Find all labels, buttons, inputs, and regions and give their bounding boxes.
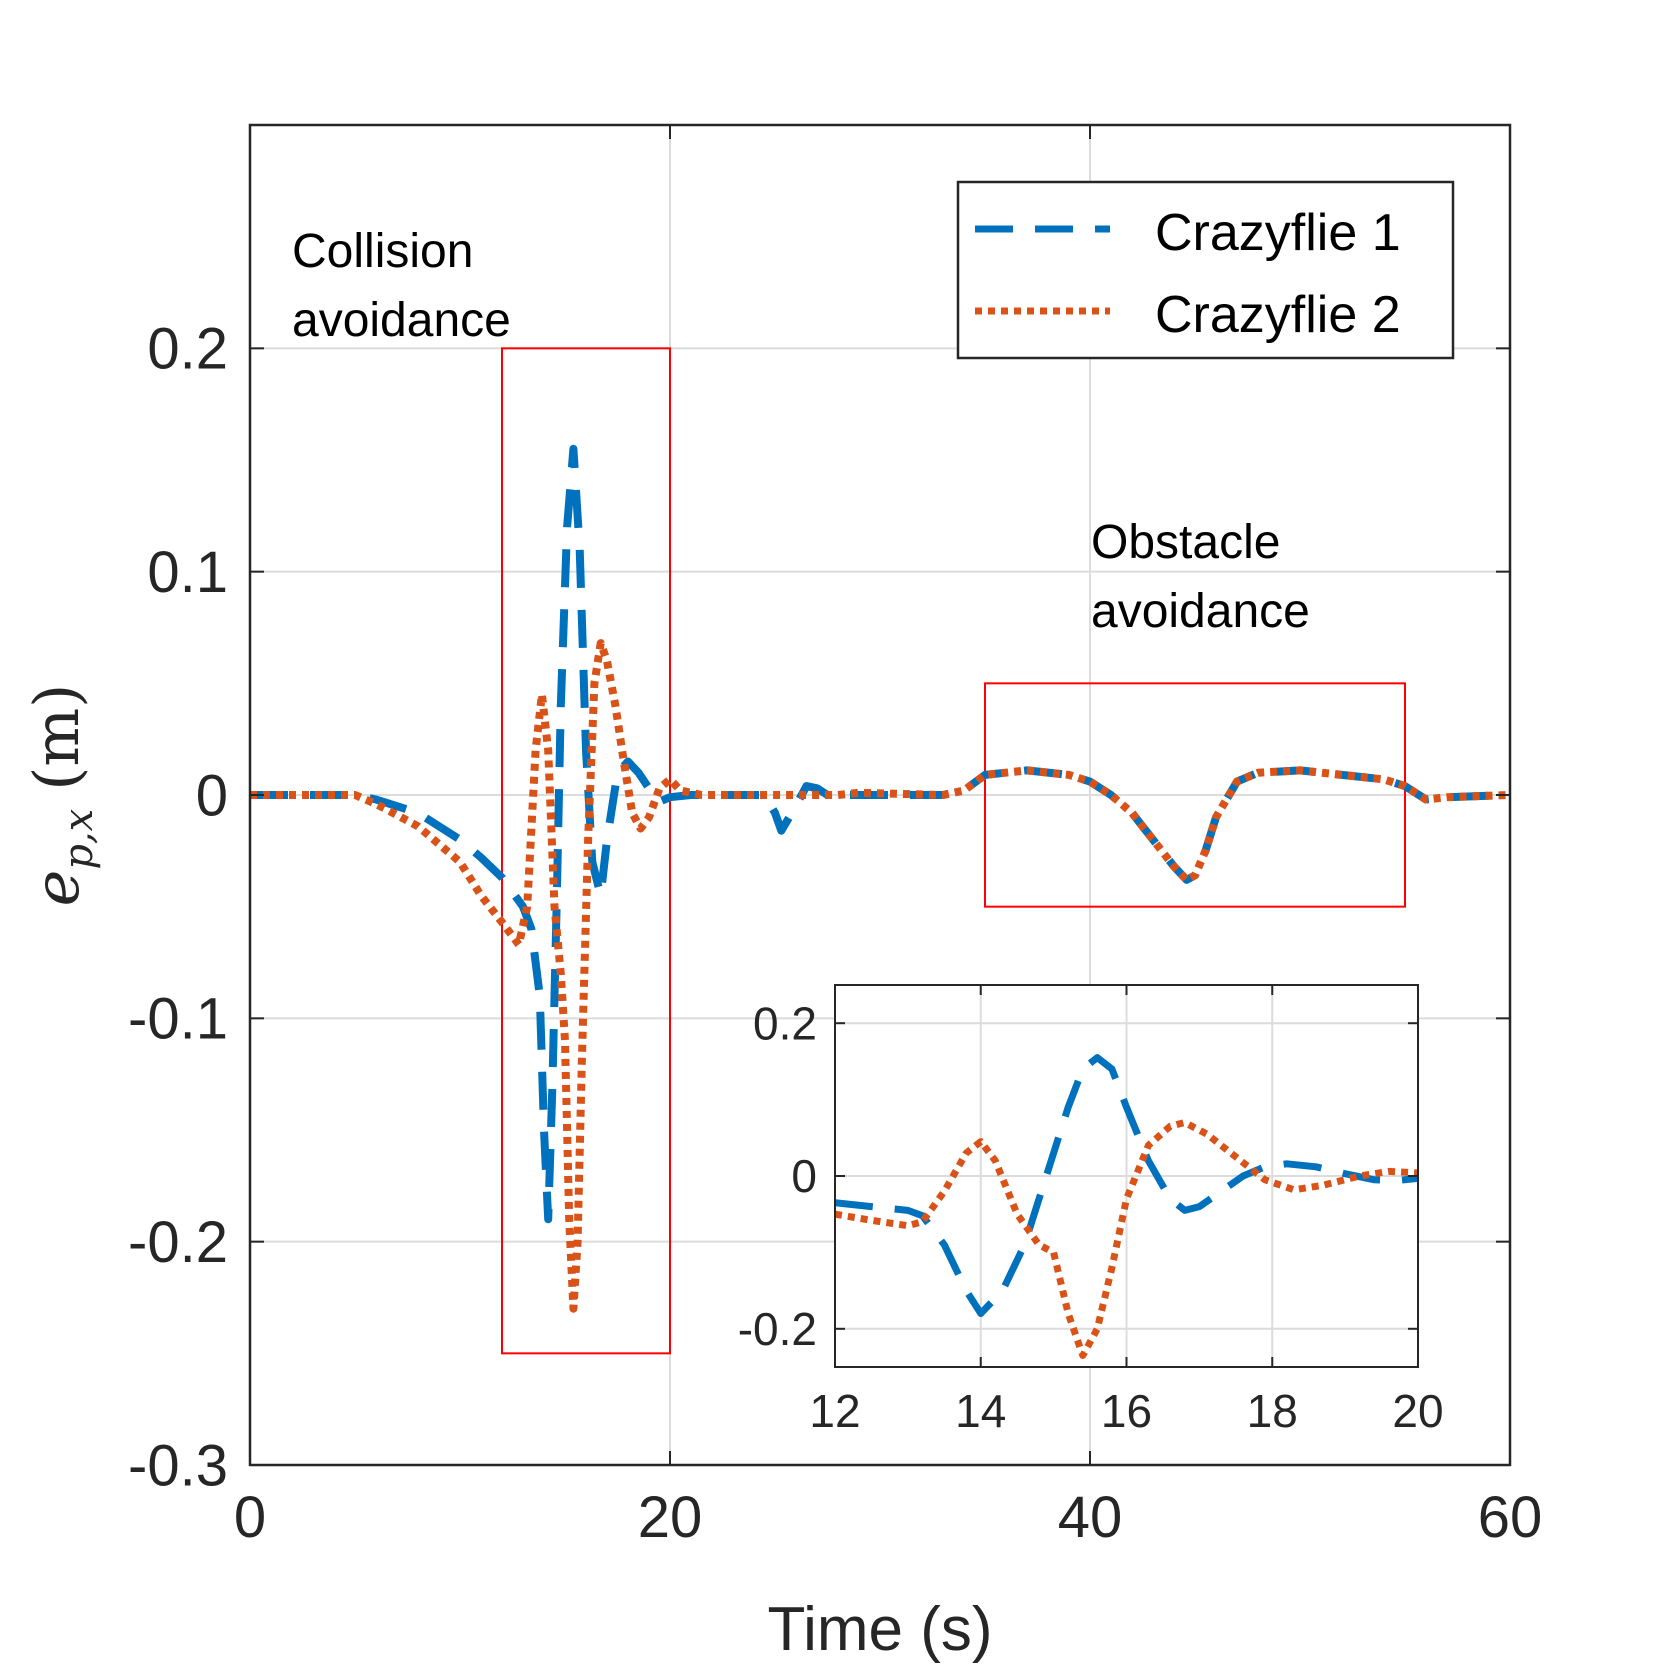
collision-annotation-line1: Collision [292,225,473,278]
y-axis-symbol: e [20,870,93,907]
main-ytick-labels: -0.3 -0.2 -0.1 0 0.1 0.2 [128,317,228,1499]
x-tick-label: 60 [1478,1485,1543,1550]
collision-avoidance-box [501,347,671,1355]
x-axis-title: Time (s) [768,1595,993,1664]
y-axis-title: ep,x (m) [20,684,102,907]
svg-text:ep,x(m): ep,x (m) [20,684,102,907]
inset-series [835,1054,1418,1359]
x-tick-label: 16 [1101,1385,1152,1437]
x-tick-label: 20 [638,1485,703,1550]
y-tick-label: -0.1 [128,987,228,1052]
x-tick-label: 18 [1247,1385,1298,1437]
y-axis-unit: (m) [20,684,93,791]
x-tick-label: 14 [955,1385,1006,1437]
y-tick-label: -0.2 [128,1210,228,1275]
main-xtick-labels: 0 20 40 60 [234,1485,1542,1550]
legend-label-crazyflie-1: Crazyflie 1 [1155,204,1401,262]
main-annotation-boxes [501,347,1406,1355]
y-tick-label: 0.1 [147,540,228,605]
inset-xtick-labels: 12 14 16 18 20 [809,1385,1443,1437]
obstacle-annotation-line2: avoidance [1091,585,1310,638]
x-tick-label: 12 [809,1385,860,1437]
x-tick-label: 20 [1392,1385,1443,1437]
y-tick-label: 0.2 [753,997,817,1049]
y-tick-label: -0.3 [128,1433,228,1498]
x-tick-label: 0 [234,1485,266,1550]
legend-box [956,180,1455,360]
y-axis-subscript: p,x [56,809,102,870]
y-tick-label: -0.2 [738,1303,817,1355]
main-series [250,444,1510,1313]
inset-plot: 12 14 16 18 20 -0.2 0 0.2 [738,984,1444,1437]
main-ticks [249,125,1511,1466]
x-tick-label: 40 [1058,1485,1123,1550]
inset-ticks [834,985,1419,1367]
series-line-crazyflie-2 [250,639,1510,1313]
y-tick-label: 0 [791,1150,817,1202]
obstacle-avoidance-box [984,682,1406,908]
y-tick-label: 0 [196,763,228,828]
inset-grid [835,985,1418,1367]
inset-ytick-labels: -0.2 0 0.2 [738,997,817,1355]
series-line-crazyflie-1 [835,1054,1418,1317]
legend: Crazyflie 1 Crazyflie 2 [956,180,1455,360]
obstacle-annotation-line1: Obstacle [1091,516,1280,569]
collision-annotation-line2: avoidance [292,294,511,347]
y-tick-label: 0.2 [147,317,228,382]
legend-label-crazyflie-2: Crazyflie 2 [1155,286,1401,344]
